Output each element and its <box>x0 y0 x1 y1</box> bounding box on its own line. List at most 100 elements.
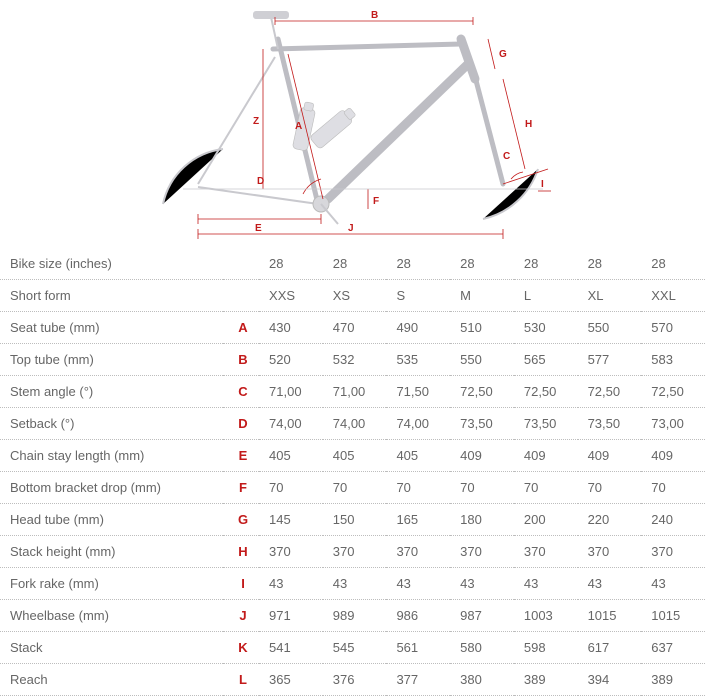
table-row: Stack height (mm)H370370370370370370370 <box>0 536 705 568</box>
dim-i: I <box>541 179 544 190</box>
cell: 409 <box>641 440 705 472</box>
bike-frame-svg: B G H C I A Z D E F J <box>143 9 563 239</box>
row-letter: I <box>223 568 259 600</box>
table-row: ReachL365376377380389394389 <box>0 664 705 696</box>
cell: 1003 <box>514 600 578 632</box>
cell: 370 <box>323 536 387 568</box>
cell: 490 <box>386 312 450 344</box>
cell: XXL <box>641 280 705 312</box>
dim-z: Z <box>253 116 259 127</box>
cell: 43 <box>641 568 705 600</box>
cell: 28 <box>514 248 578 280</box>
row-label: Bike size (inches) <box>0 248 223 280</box>
cell: 580 <box>450 632 514 664</box>
cell: 74,00 <box>259 408 323 440</box>
cell: 43 <box>323 568 387 600</box>
table-row: Seat tube (mm)A430470490510530550570 <box>0 312 705 344</box>
table-row: Head tube (mm)G145150165180200220240 <box>0 504 705 536</box>
dim-e: E <box>255 223 262 234</box>
cell: 70 <box>386 472 450 504</box>
cell: 73,50 <box>578 408 642 440</box>
row-label: Reach <box>0 664 223 696</box>
cell: 470 <box>323 312 387 344</box>
cell: 43 <box>578 568 642 600</box>
cell: 43 <box>450 568 514 600</box>
cell: 577 <box>578 344 642 376</box>
row-label: Head tube (mm) <box>0 504 223 536</box>
cell: 550 <box>450 344 514 376</box>
cell: 73,50 <box>514 408 578 440</box>
cell: 370 <box>386 536 450 568</box>
cell: 370 <box>578 536 642 568</box>
dim-f: F <box>373 196 379 207</box>
cell: 165 <box>386 504 450 536</box>
cell: 598 <box>514 632 578 664</box>
cell: 430 <box>259 312 323 344</box>
dim-j: J <box>348 223 354 234</box>
cell: 583 <box>641 344 705 376</box>
cell: L <box>514 280 578 312</box>
cell: 180 <box>450 504 514 536</box>
dim-a: A <box>295 121 302 132</box>
row-label: Top tube (mm) <box>0 344 223 376</box>
dim-c: C <box>503 151 510 162</box>
cell: M <box>450 280 514 312</box>
cell: 43 <box>386 568 450 600</box>
cell: 532 <box>323 344 387 376</box>
row-label: Stack height (mm) <box>0 536 223 568</box>
cell: 561 <box>386 632 450 664</box>
cell: 409 <box>514 440 578 472</box>
row-letter: L <box>223 664 259 696</box>
cell: 73,50 <box>450 408 514 440</box>
cell: 394 <box>578 664 642 696</box>
cell: 43 <box>259 568 323 600</box>
cell: 405 <box>386 440 450 472</box>
cell: 70 <box>514 472 578 504</box>
cell: 380 <box>450 664 514 696</box>
table-row: Bottom bracket drop (mm)F70707070707070 <box>0 472 705 504</box>
row-label: Wheelbase (mm) <box>0 600 223 632</box>
cell: 240 <box>641 504 705 536</box>
geometry-diagram: B G H C I A Z D E F J <box>0 0 705 248</box>
cell: 28 <box>386 248 450 280</box>
cell: 370 <box>641 536 705 568</box>
cell: 535 <box>386 344 450 376</box>
cell: 74,00 <box>386 408 450 440</box>
dim-h: H <box>525 119 532 130</box>
row-letter: K <box>223 632 259 664</box>
cell: 405 <box>323 440 387 472</box>
cell: XL <box>578 280 642 312</box>
cell: 28 <box>578 248 642 280</box>
cell: 409 <box>450 440 514 472</box>
cell: 971 <box>259 600 323 632</box>
table-row: Fork rake (mm)I43434343434343 <box>0 568 705 600</box>
cell: 28 <box>323 248 387 280</box>
cell: 70 <box>323 472 387 504</box>
row-label: Setback (°) <box>0 408 223 440</box>
table-row: Short formXXSXSSMLXLXXL <box>0 280 705 312</box>
cell: 530 <box>514 312 578 344</box>
row-letter: H <box>223 536 259 568</box>
row-label: Seat tube (mm) <box>0 312 223 344</box>
cell: 150 <box>323 504 387 536</box>
cell: 376 <box>323 664 387 696</box>
table-row: Setback (°)D74,0074,0074,0073,5073,5073,… <box>0 408 705 440</box>
cell: 28 <box>641 248 705 280</box>
cell: 986 <box>386 600 450 632</box>
cell: 617 <box>578 632 642 664</box>
cell: S <box>386 280 450 312</box>
cell: 370 <box>259 536 323 568</box>
row-label: Short form <box>0 280 223 312</box>
cell: 72,50 <box>641 376 705 408</box>
cell: 200 <box>514 504 578 536</box>
row-letter <box>223 280 259 312</box>
cell: 520 <box>259 344 323 376</box>
cell: 43 <box>514 568 578 600</box>
row-letter: F <box>223 472 259 504</box>
table-row: Bike size (inches)28282828282828 <box>0 248 705 280</box>
cell: 70 <box>450 472 514 504</box>
cell: 220 <box>578 504 642 536</box>
dim-b: B <box>371 10 378 21</box>
cell: 71,50 <box>386 376 450 408</box>
cell: 987 <box>450 600 514 632</box>
